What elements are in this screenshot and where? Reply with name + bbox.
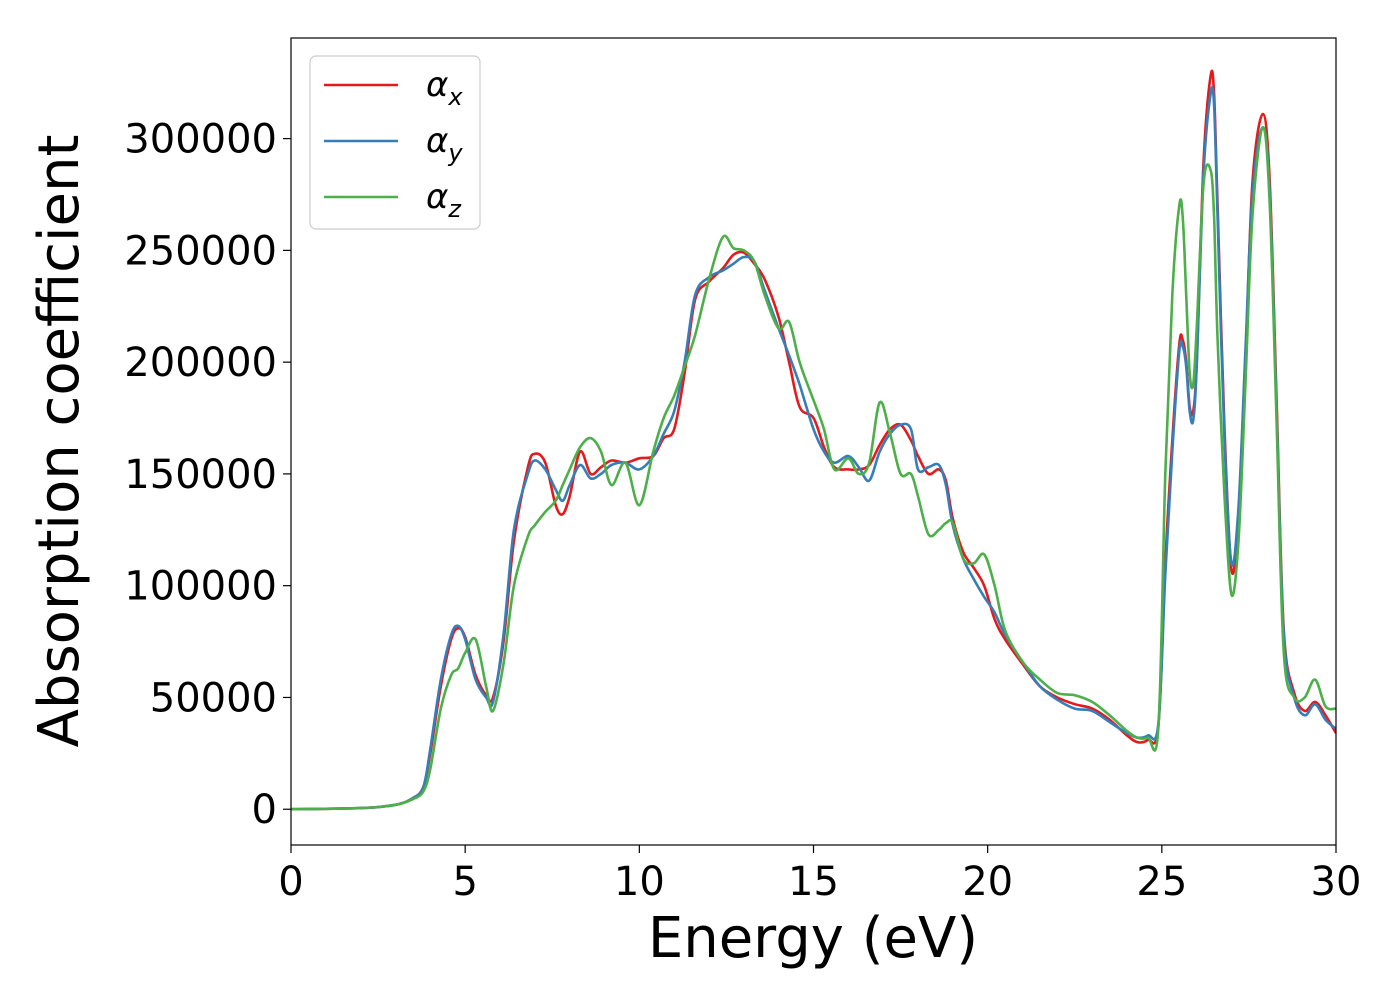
y-tick-label: 150000 — [124, 452, 277, 498]
series-layer — [291, 69, 1336, 811]
legend-box — [309, 55, 481, 230]
y-tick-label: 200000 — [124, 340, 277, 386]
x-axis-ticks: 0 5 10 15 20 25 30 — [278, 845, 1361, 905]
x-tick-label: 15 — [788, 859, 839, 905]
x-tick-label: 25 — [1136, 859, 1187, 905]
x-tick-label: 0 — [278, 859, 303, 905]
series-line-alpha-y — [291, 85, 1336, 811]
y-axis-label: Absorption coefficient — [27, 135, 92, 748]
y-tick-label: 250000 — [124, 228, 277, 274]
y-tick-label: 50000 — [150, 675, 277, 721]
x-tick-label: 30 — [1311, 859, 1362, 905]
y-axis-ticks: 0 50000 100000 150000 200000 250000 300000 — [124, 117, 291, 833]
legend-label-alpha-z: αz — [426, 177, 462, 223]
x-tick-label: 20 — [962, 859, 1013, 905]
y-tick-label: 300000 — [124, 117, 277, 163]
series-line-alpha-z — [291, 126, 1336, 811]
x-axis-label: Energy (eV) — [648, 906, 978, 971]
x-tick-label: 5 — [452, 859, 477, 905]
y-tick-label: 0 — [252, 787, 277, 833]
y-tick-label: 100000 — [124, 564, 277, 610]
x-tick-label: 10 — [614, 859, 665, 905]
